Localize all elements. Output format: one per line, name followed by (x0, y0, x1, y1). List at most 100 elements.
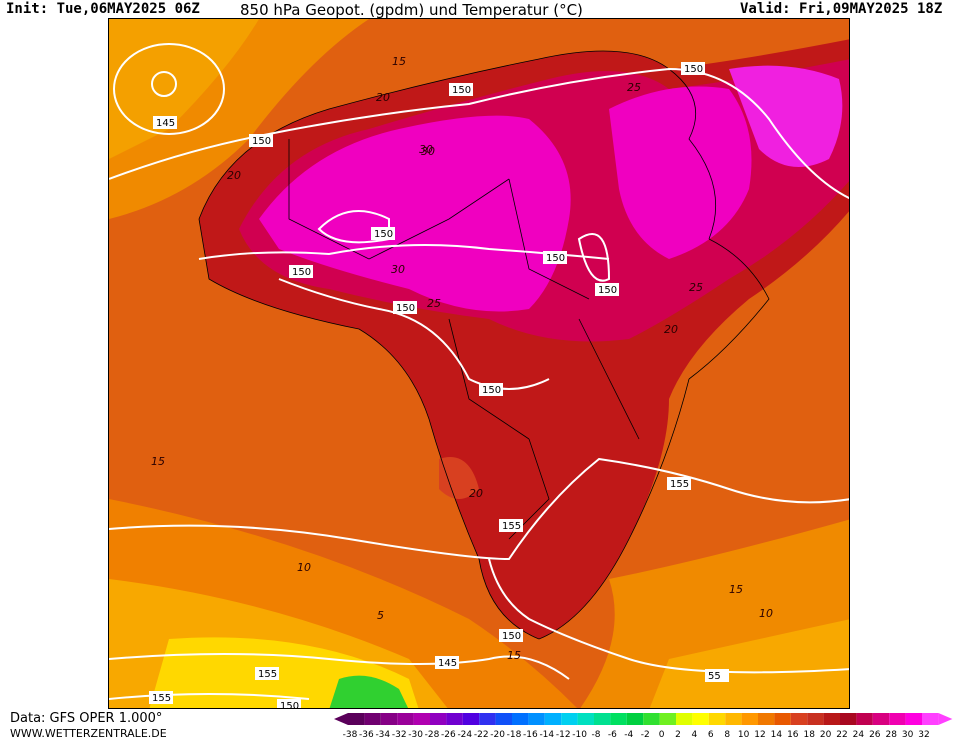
svg-text:150: 150 (546, 253, 565, 264)
legend-tick: -22 (474, 730, 489, 740)
temp-label: 10 (759, 607, 773, 620)
geopot-label: 150 (543, 251, 567, 264)
legend-swatch (561, 713, 578, 725)
temp-label: 25 (689, 281, 703, 294)
svg-text:150: 150 (374, 229, 393, 240)
legend-swatch (823, 713, 840, 725)
very-hot-zone-sahara (259, 115, 571, 312)
legend-swatch (659, 713, 676, 725)
legend-swatch (610, 713, 627, 725)
svg-text:155: 155 (152, 693, 171, 704)
legend-tick: 6 (708, 730, 714, 740)
geopot-label: 150 (449, 83, 473, 96)
legend-tick: -16 (523, 730, 538, 740)
legend-swatch (725, 713, 742, 725)
geopot-label: 150 (479, 383, 503, 396)
svg-text:150: 150 (292, 267, 311, 278)
geopot-label: 150 (393, 301, 417, 314)
legend-tick: -32 (392, 730, 407, 740)
temp-label: 15 (151, 455, 165, 468)
legend-tick: 22 (836, 730, 847, 740)
geopot-label: 150 (249, 134, 273, 147)
legend-tick: 30 (902, 730, 914, 740)
legend-swatch (692, 713, 709, 725)
legend-swatch (512, 713, 529, 725)
legend-tick: 24 (853, 730, 865, 740)
legend-tick: -8 (592, 730, 601, 740)
svg-text:150: 150 (598, 285, 617, 296)
geopot-label: 155 (667, 477, 691, 490)
geopot-label: 145 (153, 116, 177, 129)
svg-text:150: 150 (280, 701, 299, 709)
legend-swatch (348, 713, 365, 725)
very-hot-zone-east (609, 86, 752, 259)
geopot-label: 155 (149, 691, 173, 704)
legend-tick: -38 (343, 730, 358, 740)
legend-tick: -18 (507, 730, 522, 740)
legend-tick: -6 (608, 730, 617, 740)
legend-tick: 28 (885, 730, 897, 740)
legend-tick: -24 (457, 730, 472, 740)
svg-text:145: 145 (156, 118, 175, 129)
legend-tick: 14 (771, 730, 783, 740)
legend-swatch (397, 713, 414, 725)
legend-swatch (380, 713, 398, 725)
valid-time: Valid: Fri,09MAY2025 18Z (740, 1, 943, 17)
legend-tick: 26 (869, 730, 881, 740)
legend-swatch (413, 713, 430, 725)
legend-swatch (856, 713, 873, 725)
temp-label: 15 (729, 583, 743, 596)
legend-swatch (774, 713, 791, 725)
legend-swatch (790, 713, 808, 725)
legend-tick: -10 (572, 730, 587, 740)
geopot-label: 145 (435, 656, 459, 669)
svg-text:150: 150 (396, 303, 415, 314)
geopot-label: 155 (255, 667, 279, 680)
country-borders (198, 50, 770, 640)
geopot-label: 150 (595, 283, 619, 296)
legend-swatch (479, 713, 496, 725)
svg-text:155: 155 (502, 521, 521, 532)
legend-swatch (741, 713, 758, 725)
legend-tick: -12 (556, 730, 571, 740)
legend-swatch (905, 713, 922, 725)
very-hot-zone-arabia (729, 65, 843, 167)
legend-swatch (807, 713, 824, 725)
legend-swatch (528, 713, 545, 725)
legend-swatch (840, 713, 857, 725)
geopot-label: 150 (277, 699, 301, 709)
legend-tick: -4 (624, 730, 633, 740)
temp-label: 20 (664, 323, 678, 336)
legend-swatch (708, 713, 726, 725)
geopot-label: 155 (499, 519, 523, 532)
legend-swatch (626, 713, 644, 725)
temp-label: 30 (419, 143, 433, 156)
data-source: Data: GFS OPER 1.000° (10, 711, 163, 726)
geopot-label: 150 (289, 265, 313, 278)
legend-arrow-left (334, 713, 348, 725)
cool-spot-highland (439, 457, 479, 499)
temp-label: 30 (421, 145, 435, 158)
legend-swatch (364, 713, 381, 725)
legend-swatch (872, 713, 890, 725)
legend-tick: 4 (692, 730, 698, 740)
svg-text:55: 55 (708, 671, 721, 682)
svg-text:150: 150 (482, 385, 501, 396)
legend-tick: -28 (425, 730, 440, 740)
legend-swatch (676, 713, 693, 725)
legend-tick: -2 (641, 730, 650, 740)
svg-text:150: 150 (452, 85, 471, 96)
legend-swatch (758, 713, 775, 725)
init-time: Init: Tue,06MAY2025 06Z (6, 1, 200, 17)
legend-swatch (430, 713, 447, 725)
legend-tick: 12 (754, 730, 765, 740)
svg-text:150: 150 (684, 64, 703, 75)
green-zone-south (329, 675, 409, 708)
legend-tick: 10 (738, 730, 750, 740)
legend-swatch (495, 713, 512, 725)
legend-swatch (594, 713, 611, 725)
legend-tick: 18 (803, 730, 815, 740)
svg-text:145: 145 (438, 658, 457, 669)
legend-tick: -14 (539, 730, 554, 740)
legend-tick: 32 (918, 730, 929, 740)
